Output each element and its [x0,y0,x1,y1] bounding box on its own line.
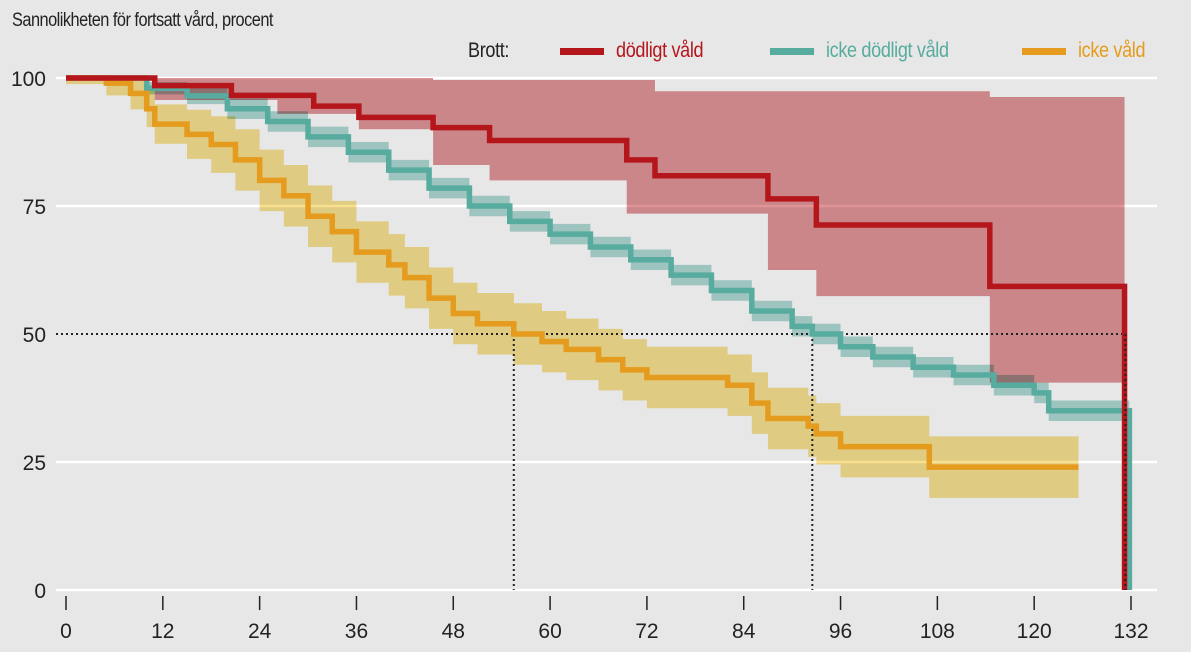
x-tick-label: 60 [538,620,561,643]
series-line-1 [66,75,1133,590]
x-tick-label: 0 [60,620,72,643]
confidence-band-2 [66,78,1079,498]
median-reference-lines [56,333,1127,590]
x-tick-label: 120 [1017,620,1052,643]
legend-label-icke-vald: icke våld [1078,39,1146,62]
x-tick-label: 12 [151,620,174,643]
legend-swatch-dodligt-vald [560,47,604,55]
y-tick-label: 50 [23,324,46,347]
y-tick-label: 75 [23,196,46,219]
y-axis: 0 25 50 75 100 [11,68,46,603]
legend-item-icke-dodligt-vald: icke dödligt våld [770,39,969,63]
legend-label-dodligt-vald: dödligt våld [616,39,704,62]
x-tick-label: 24 [248,620,272,643]
legend: Brott: dödligt våld icke dödligt våld ic… [0,39,1191,67]
x-tick-label: 108 [920,620,955,643]
x-tick-label: 84 [732,620,756,643]
y-tick-label: 25 [23,452,46,475]
y-tick-label: 100 [11,68,46,91]
series-line-0 [66,75,1128,590]
chart-title: Sannolikheten för fortsatt vård, procent [12,10,273,31]
y-tick-label: 0 [34,580,46,603]
legend-swatch-icke-dodligt-vald [770,47,814,55]
x-tick-label: 48 [442,620,465,643]
series-lines [66,75,1133,590]
x-tick-label: 96 [829,620,852,643]
legend-item-icke-vald: icke våld [1022,39,1156,63]
legend-label-icke-dodligt-vald: icke dödligt våld [826,39,949,62]
x-tick-label: 72 [635,620,658,643]
legend-swatch-icke-vald [1022,47,1066,55]
legend-item-dodligt-vald: dödligt våld [560,39,717,63]
x-tick-label: 132 [1113,620,1148,643]
x-axis: 0 12 24 36 48 60 72 84 96 108 120 132 [60,596,1149,643]
confidence-band-0 [154,78,1125,383]
x-tick-label: 36 [345,620,368,643]
legend-title: Brott: [468,39,510,62]
series-line-2 [66,75,1079,470]
